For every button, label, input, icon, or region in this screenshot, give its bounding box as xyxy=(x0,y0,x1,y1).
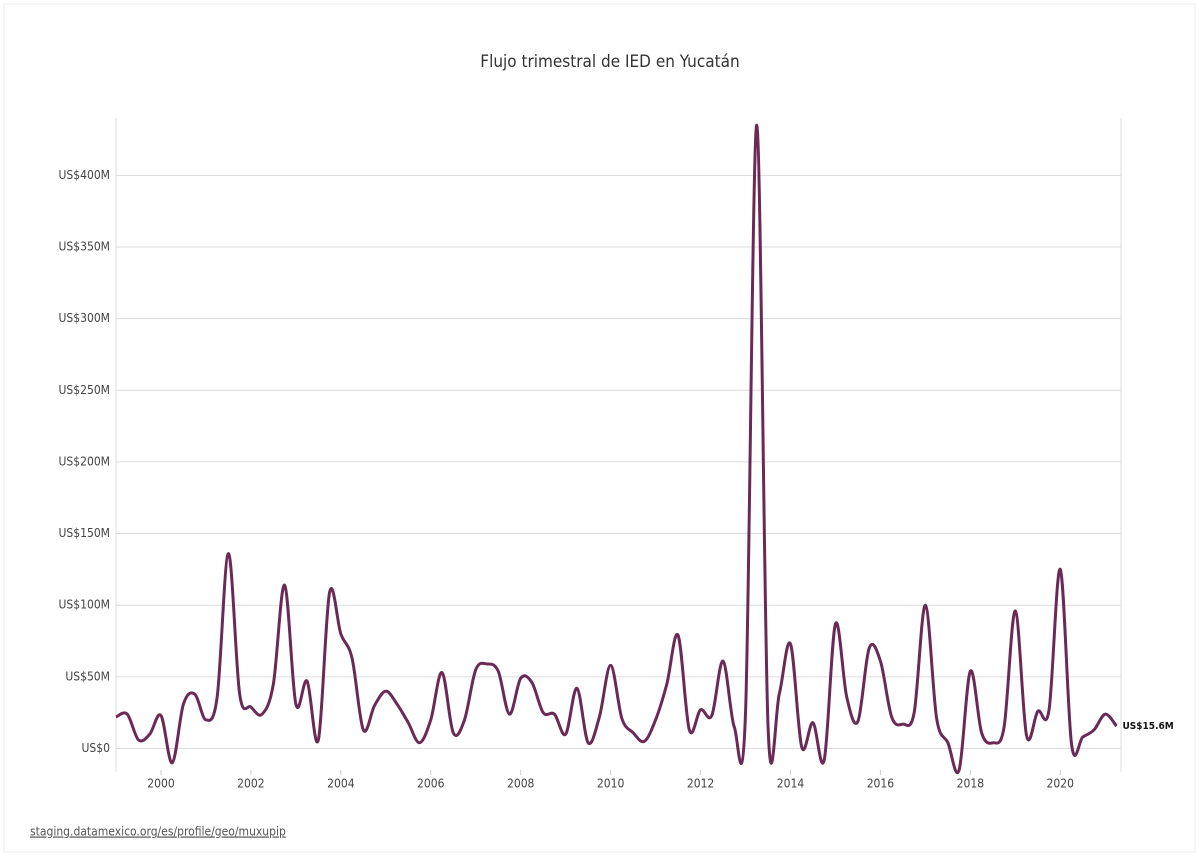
x-tick-label: 2014 xyxy=(777,777,805,791)
x-tick-label: 2008 xyxy=(507,777,535,791)
x-tick-label: 2006 xyxy=(417,777,445,791)
x-tick-label: 2004 xyxy=(327,777,355,791)
source-link[interactable]: staging.datamexico.org/es/profile/geo/mu… xyxy=(30,825,286,839)
y-tick-label: US$50M xyxy=(65,669,110,683)
y-tick-label: US$250M xyxy=(58,383,110,397)
x-tick-label: 2012 xyxy=(687,777,714,791)
line-series xyxy=(115,123,1118,775)
x-tick-label: 2018 xyxy=(957,777,985,791)
y-tick-label: US$200M xyxy=(58,454,110,468)
x-tick-label: 2002 xyxy=(237,777,264,791)
x-tick-label: 2000 xyxy=(147,777,175,791)
x-tick-label: 2016 xyxy=(867,777,895,791)
x-tick-label: 2010 xyxy=(597,777,625,791)
y-tick-label: US$0 xyxy=(82,741,111,755)
y-tick-label: US$300M xyxy=(58,311,110,325)
y-tick-label: US$100M xyxy=(58,598,110,612)
y-tick-label: US$400M xyxy=(58,168,110,182)
chart-title: Flujo trimestral de IED en Yucatán xyxy=(480,52,739,72)
end-label: US$15.6M xyxy=(1123,721,1174,732)
x-tick-label: 2020 xyxy=(1047,777,1075,791)
card xyxy=(3,3,1196,853)
y-tick-label: US$150M xyxy=(58,526,110,540)
y-tick-label: US$350M xyxy=(58,239,110,253)
